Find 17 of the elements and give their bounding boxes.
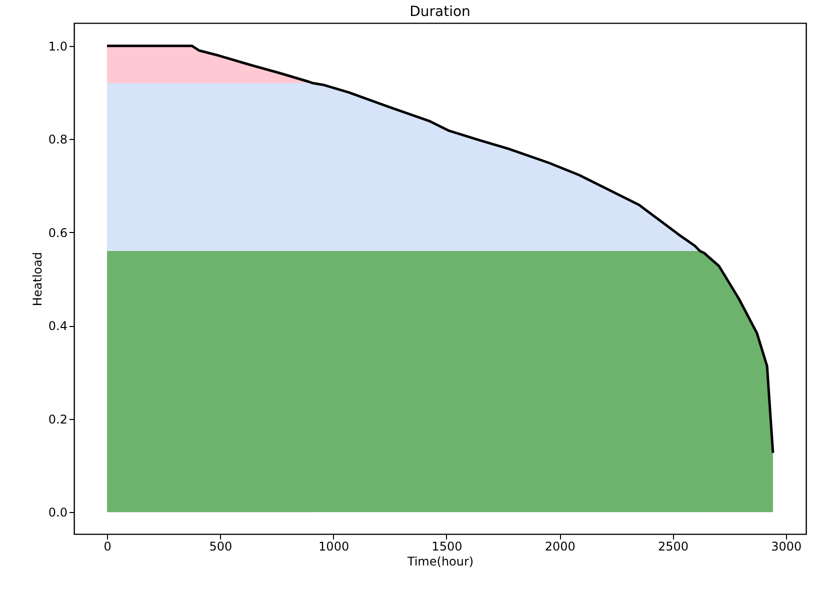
x-tick-label: 1000 [318,540,350,554]
x-tick-label: 500 [209,540,232,554]
x-tick-label: 0 [104,540,112,554]
y-tick-label: 1.0 [48,39,68,54]
x-tick-label: 1500 [432,540,462,554]
y-tick-label: 0.0 [48,506,68,520]
y-tick-label: 0.2 [48,412,68,426]
y-axis-title: Heatload [30,252,44,306]
x-tick-label: 2000 [544,540,576,554]
chart-title: Duration [410,4,470,20]
line-series [106,44,774,454]
x-tick-label: 2500 [658,540,688,554]
y-tick-label: 0.8 [48,132,68,147]
y-tick-label: 0.4 [48,319,68,334]
x-axis-title: Time(hour) [406,554,474,568]
x-tick-label: 3000 [771,540,802,554]
y-tick-label: 0.6 [48,226,68,240]
